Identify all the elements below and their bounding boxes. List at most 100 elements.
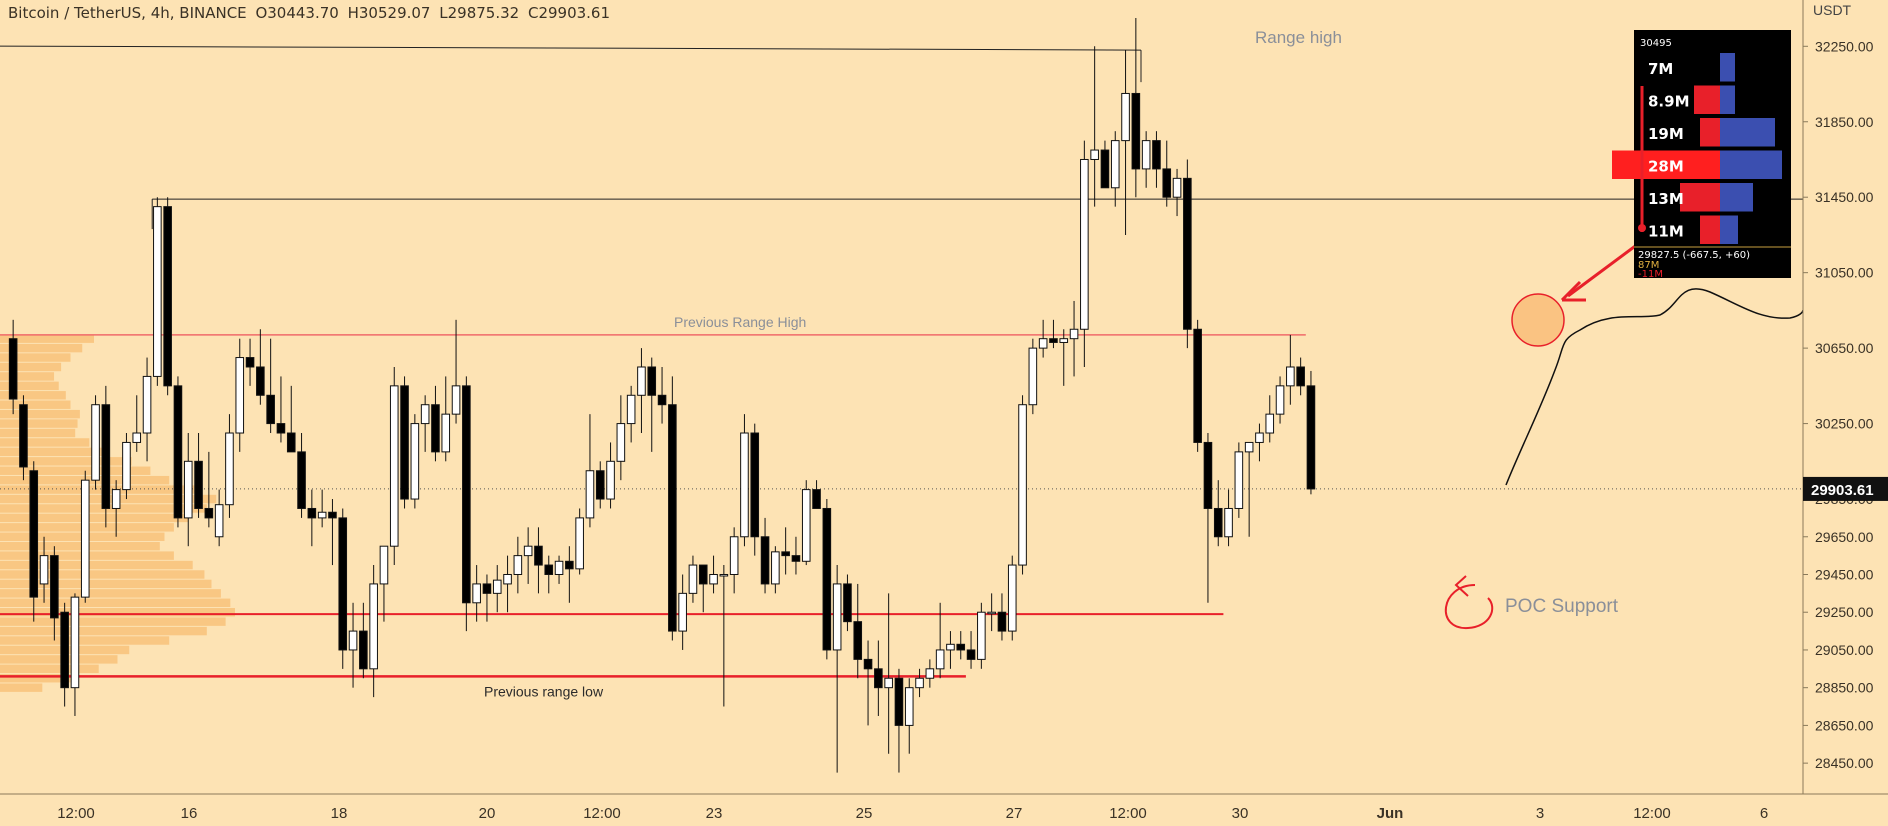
volume-profile-bar xyxy=(0,457,132,466)
candle-body xyxy=(163,206,172,387)
candle xyxy=(843,574,852,632)
candle-body xyxy=(1028,347,1038,406)
candle-body xyxy=(688,564,698,594)
candle-body xyxy=(554,560,564,575)
candle xyxy=(977,602,986,669)
candle-body xyxy=(451,385,461,415)
volume-profile-bar xyxy=(0,674,71,683)
candle xyxy=(874,640,883,716)
candle-body xyxy=(822,507,832,651)
candle xyxy=(1059,329,1069,386)
candle-body xyxy=(297,451,306,509)
candle xyxy=(91,395,100,490)
candle-body xyxy=(1213,507,1223,538)
time-tick-label: 18 xyxy=(331,805,348,822)
candle xyxy=(1069,300,1079,377)
candle-body xyxy=(1141,140,1151,170)
candle-body xyxy=(771,551,780,585)
time-tick-label: 6 xyxy=(1760,805,1768,822)
volume-profile-bar xyxy=(0,466,151,475)
candle xyxy=(1080,140,1089,367)
callout-arrow-head xyxy=(1560,280,1586,302)
candle-body xyxy=(70,596,80,689)
candle xyxy=(894,668,904,773)
projection-path xyxy=(1505,288,1804,486)
candle xyxy=(781,527,790,575)
candle-body xyxy=(369,583,378,670)
candle-body xyxy=(1131,92,1141,170)
candle-body xyxy=(389,385,399,547)
volume-profile-bar xyxy=(0,391,66,400)
inset-level-label: 8.9M xyxy=(1648,93,1690,111)
candle xyxy=(1265,395,1275,443)
candle xyxy=(647,357,657,452)
candle xyxy=(709,555,718,594)
candle xyxy=(111,480,121,537)
volume-profile-bar xyxy=(0,636,170,645)
candle-body xyxy=(410,423,420,500)
candle xyxy=(565,546,574,603)
candle xyxy=(1141,131,1151,188)
candles xyxy=(8,18,1316,773)
candle xyxy=(245,338,255,386)
candle-body xyxy=(482,583,492,594)
candle-body xyxy=(19,404,28,468)
candle xyxy=(534,527,543,594)
time-tick-label: 20 xyxy=(479,805,496,822)
price-tick-label: 28450.00 xyxy=(1815,755,1874,771)
candle-body xyxy=(1296,366,1305,387)
inset-level-label: 7M xyxy=(1648,60,1673,78)
candle xyxy=(925,659,935,688)
candle-body xyxy=(853,621,863,660)
inset-footer-price: 29827.5 (-667.5, +60) xyxy=(1638,250,1750,261)
candle-body xyxy=(812,489,821,509)
candle-body xyxy=(50,555,59,619)
candle xyxy=(1090,46,1099,207)
price-tick-label: 30650.00 xyxy=(1815,340,1874,356)
candle-body xyxy=(359,630,368,670)
candle xyxy=(740,414,749,547)
inset-price-dot xyxy=(1638,224,1646,232)
candle-body xyxy=(1172,177,1182,198)
price-tag-label: 29903.61 xyxy=(1811,482,1874,499)
candle xyxy=(153,197,162,386)
candle xyxy=(595,461,605,509)
volume-profile-bar xyxy=(0,579,212,589)
candle xyxy=(832,565,842,773)
candle-body xyxy=(1234,451,1244,509)
candle-body xyxy=(544,564,554,575)
volume-profile-bar xyxy=(0,372,55,381)
volume-profile-bar xyxy=(0,626,207,636)
price-tick-label: 32250.00 xyxy=(1815,38,1874,54)
candle-body xyxy=(1049,338,1058,343)
inset-level-label: 13M xyxy=(1648,190,1684,208)
candle xyxy=(451,319,461,424)
candle xyxy=(966,631,976,669)
candle-body xyxy=(915,677,924,689)
volume-profile-bar xyxy=(0,353,71,362)
candle-body xyxy=(1110,140,1120,189)
price-axis: USDT 32250.00 31850.00 31450.00 31050.00 3065… xyxy=(1802,0,1888,826)
inset-top-value: 30495 xyxy=(1640,38,1672,49)
inset-bid-bar xyxy=(1720,118,1775,147)
candle xyxy=(585,414,595,528)
time-axis-bg xyxy=(0,794,1888,826)
candle xyxy=(400,376,409,509)
inset-bid-bar xyxy=(1720,150,1782,179)
time-tick-label: 12:00 xyxy=(583,805,621,822)
volume-profile-bar xyxy=(0,362,62,372)
candle-body xyxy=(194,460,203,509)
candle-body xyxy=(781,551,790,557)
candle-body xyxy=(637,366,646,396)
volume-profile-bar xyxy=(0,608,235,617)
candle xyxy=(286,385,296,453)
time-tick-label: 12:00 xyxy=(57,805,95,822)
inset-level-label: 19M xyxy=(1648,125,1684,143)
price-tick-label: 31850.00 xyxy=(1815,114,1874,130)
candle-body xyxy=(832,583,842,651)
inset-footer-volume: 87M xyxy=(1638,260,1659,271)
candle xyxy=(863,640,873,726)
candle-body xyxy=(132,432,142,443)
volume-profile-bar xyxy=(0,334,94,343)
